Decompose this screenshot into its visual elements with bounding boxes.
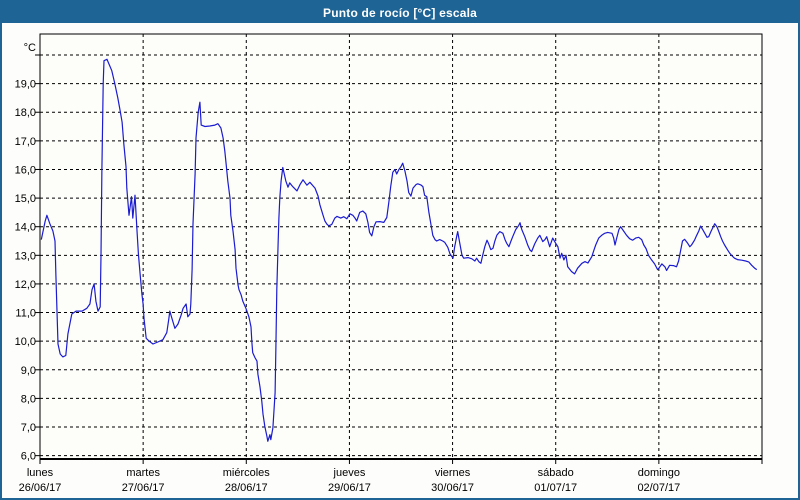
title-bar: Punto de rocío [°C] escala <box>2 2 798 23</box>
y-tick-label: 19,0 <box>15 79 36 91</box>
y-tick-label: 10,0 <box>15 336 36 348</box>
day-name-label: miércoles <box>223 467 271 479</box>
day-name-label: martes <box>126 467 160 479</box>
y-tick-label: °C <box>24 42 36 54</box>
chart-area: °C 19,0 18,0 17,0 16,0 15,0 14,0 13,0 12,0 11,0 10… <box>2 23 798 498</box>
day-name-label: sábado <box>538 467 574 479</box>
day-date-label: 30/06/17 <box>431 482 474 494</box>
y-tick-label: 16,0 <box>15 164 36 176</box>
dewpoint-line <box>40 58 758 442</box>
dewpoint-chart: °C 19,0 18,0 17,0 16,0 15,0 14,0 13,0 12,0 11,0 10… <box>15 33 763 494</box>
y-tick-label: 6,0 <box>21 451 36 463</box>
window-title: Punto de rocío [°C] escala <box>322 5 478 20</box>
y-tick-label: 7,0 <box>21 422 36 434</box>
day-date-label: 28/06/17 <box>225 482 268 494</box>
y-tick-label: 9,0 <box>21 365 36 377</box>
y-tick-label: 14,0 <box>15 222 36 234</box>
day-name-label: jueves <box>333 467 366 479</box>
y-tick-label: 12,0 <box>15 279 36 291</box>
day-name-label: viernes <box>435 467 471 479</box>
y-tick-label: 11,0 <box>15 308 36 320</box>
y-tick-label: 18,0 <box>15 107 36 119</box>
day-date-label: 29/06/17 <box>328 482 371 494</box>
day-date-label: 26/06/17 <box>19 482 62 494</box>
day-date-label: 02/07/17 <box>637 482 680 494</box>
plot-background <box>40 34 762 459</box>
y-tick-label: 8,0 <box>21 393 36 405</box>
day-name-label: domingo <box>638 467 680 479</box>
y-tick-label: 17,0 <box>15 136 36 148</box>
y-tick-label: 15,0 <box>15 193 36 205</box>
y-tick-label: 13,0 <box>15 250 36 262</box>
day-name-label: lunes <box>27 467 54 479</box>
day-date-label: 01/07/17 <box>534 482 577 494</box>
day-date-label: 27/06/17 <box>122 482 165 494</box>
